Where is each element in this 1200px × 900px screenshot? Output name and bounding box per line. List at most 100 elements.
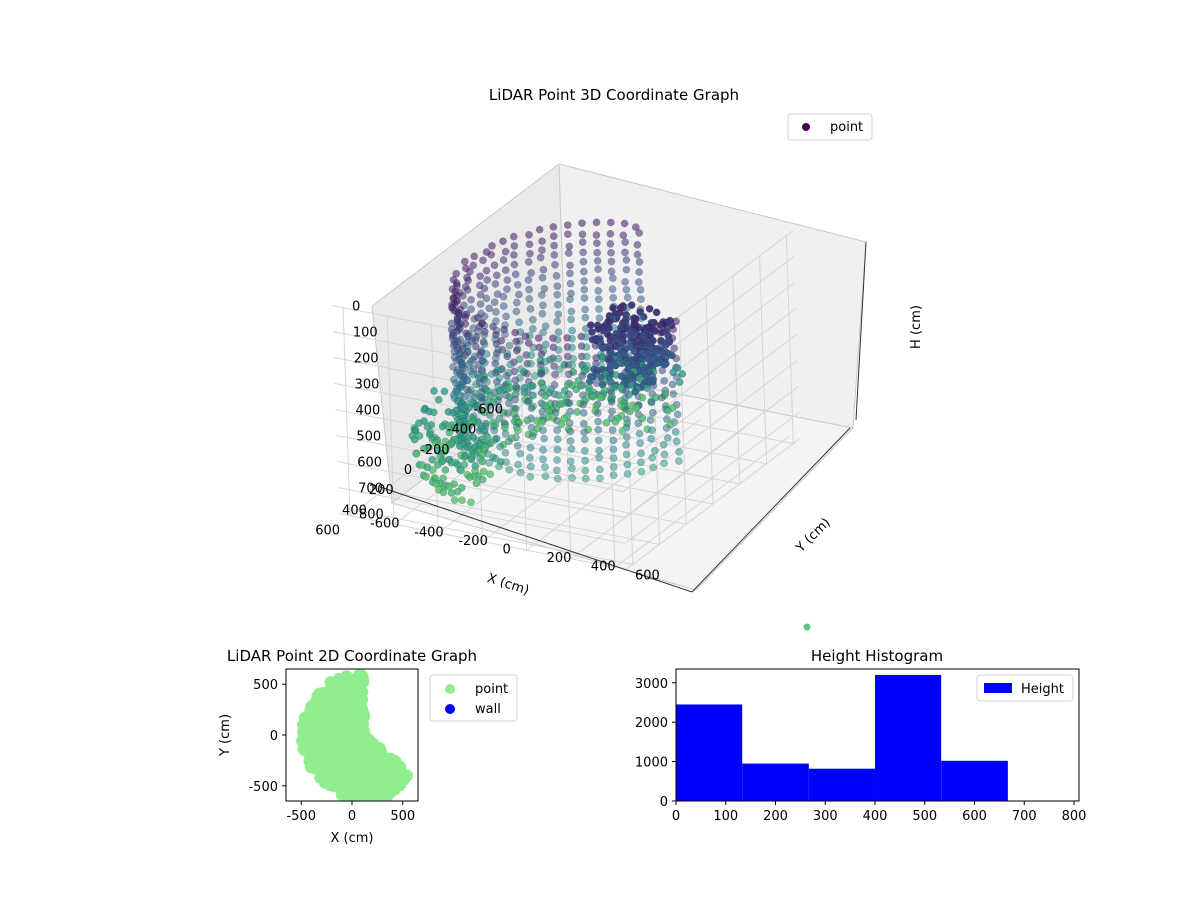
z-tick-label: 400 bbox=[356, 404, 381, 419]
lidar-point bbox=[659, 440, 668, 449]
y-tick-label: 600 bbox=[635, 568, 660, 583]
lidar-point bbox=[467, 295, 475, 304]
lidar-point bbox=[513, 280, 522, 289]
lidar-point bbox=[637, 458, 645, 467]
histogram-x-tick: 300 bbox=[813, 809, 838, 824]
lidar-point bbox=[476, 272, 485, 281]
lidar-point bbox=[594, 417, 602, 426]
histogram-x-tick: 200 bbox=[763, 809, 788, 824]
lidar-point bbox=[501, 266, 510, 275]
lidar-point bbox=[609, 274, 617, 283]
lidar-point bbox=[634, 278, 643, 286]
lidar-point bbox=[649, 463, 657, 472]
lidar-point bbox=[457, 466, 465, 475]
histogram-y-tick: 1000 bbox=[635, 756, 668, 771]
lidar-point bbox=[599, 344, 607, 352]
lidar-point bbox=[460, 257, 469, 266]
point2d bbox=[304, 737, 317, 750]
lidar-point bbox=[515, 355, 524, 364]
lidar-point bbox=[483, 276, 492, 284]
y-tick-label: -400 bbox=[414, 525, 444, 540]
lidar-point bbox=[633, 240, 642, 249]
lidar-point bbox=[490, 261, 499, 270]
lidar-point bbox=[549, 223, 558, 231]
histogram-x-tick: 500 bbox=[912, 809, 937, 824]
lidar-point bbox=[429, 408, 438, 417]
histogram-y-tick: 3000 bbox=[635, 677, 668, 692]
lidar-point bbox=[555, 365, 564, 374]
lidar-point bbox=[618, 427, 627, 435]
lidar-point bbox=[513, 441, 522, 450]
lidar-point bbox=[566, 279, 575, 288]
lidar-point bbox=[595, 465, 604, 474]
lidar-point bbox=[502, 312, 510, 321]
y-tick-label: 200 bbox=[547, 551, 572, 566]
lidar-point bbox=[534, 334, 543, 342]
lidar-point bbox=[537, 350, 546, 359]
lidar-point bbox=[478, 457, 487, 466]
lidar-point bbox=[596, 474, 604, 483]
point2d bbox=[335, 788, 348, 801]
lidar-point bbox=[553, 290, 562, 299]
x-axis-line bbox=[379, 486, 693, 593]
lidar-point bbox=[441, 466, 450, 474]
histogram-x-tick: 400 bbox=[863, 809, 888, 824]
lidar-point bbox=[553, 474, 562, 483]
lidar-point bbox=[619, 231, 628, 240]
lidar-point bbox=[580, 294, 589, 302]
lidar-point bbox=[482, 350, 491, 358]
lidar-point bbox=[580, 285, 589, 294]
lidar-point bbox=[621, 248, 629, 257]
lidar-point bbox=[663, 434, 672, 442]
lidar-point bbox=[554, 354, 563, 363]
lidar-point bbox=[499, 302, 508, 310]
plot2d-area bbox=[296, 669, 413, 801]
lidar-point bbox=[554, 310, 563, 319]
lidar-point bbox=[482, 294, 491, 303]
lidar-point bbox=[412, 449, 421, 458]
lidar-point bbox=[538, 237, 546, 246]
lidar-point bbox=[504, 399, 513, 408]
lidar-point bbox=[490, 298, 499, 307]
lidar-point bbox=[554, 328, 563, 337]
lidar-point bbox=[430, 387, 438, 395]
plot2d-y-tick: 0 bbox=[270, 729, 278, 744]
lidar-point bbox=[609, 463, 618, 471]
plot3d-title: LiDAR Point 3D Coordinate Graph bbox=[489, 86, 739, 104]
lidar-point bbox=[675, 448, 683, 456]
lidar-point bbox=[657, 393, 666, 402]
lidar-point bbox=[439, 488, 448, 497]
legend-marker-point2d bbox=[445, 684, 455, 694]
lidar-point bbox=[592, 218, 601, 227]
lidar-point bbox=[566, 261, 574, 270]
histogram-x-tick: 600 bbox=[962, 809, 987, 824]
lidar-point bbox=[609, 436, 618, 445]
lidar-point bbox=[472, 380, 480, 389]
lidar-point bbox=[553, 456, 561, 464]
lidar-point bbox=[511, 328, 519, 337]
point2d bbox=[389, 755, 402, 768]
lidar-point bbox=[526, 359, 535, 368]
lidar-point bbox=[578, 238, 587, 246]
plot2d-x-tick: -500 bbox=[286, 809, 316, 824]
lidar-point bbox=[428, 455, 437, 464]
lidar-point bbox=[622, 265, 631, 274]
lidar-point bbox=[460, 460, 469, 469]
point2d bbox=[311, 690, 324, 703]
legend-marker-height bbox=[984, 683, 1012, 693]
lidar-point bbox=[524, 276, 533, 284]
lidar-point bbox=[468, 370, 477, 379]
point2d bbox=[350, 746, 363, 759]
y-tick-label: -200 bbox=[458, 534, 488, 549]
lidar-point bbox=[525, 454, 534, 462]
lidar-point bbox=[460, 453, 469, 461]
lidar-point bbox=[512, 337, 521, 346]
z-axis-label: H (cm) bbox=[909, 305, 924, 349]
lidar-point bbox=[593, 256, 602, 265]
lidar-point bbox=[488, 241, 496, 250]
point2d bbox=[333, 747, 346, 760]
lidar-point bbox=[480, 312, 489, 321]
lidar-point bbox=[480, 284, 489, 293]
lidar-point bbox=[637, 449, 645, 458]
